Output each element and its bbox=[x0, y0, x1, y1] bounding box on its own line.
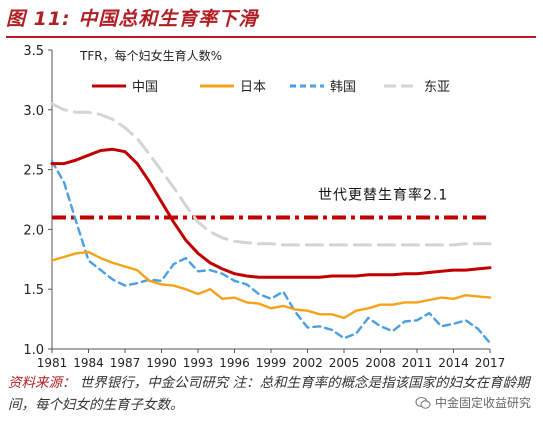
chart-axes: 1.0 1.5 2.0 2.5 3.0 3.5 1981 1984 1987 1990 1993 19… bbox=[23, 44, 505, 368]
series-line-1 bbox=[50, 147, 492, 279]
y-tick-label: 1.5 bbox=[23, 283, 44, 298]
y-tick-label: 2.5 bbox=[23, 164, 44, 179]
wechat-icon bbox=[415, 396, 431, 409]
x-tick-label: 2008 bbox=[365, 356, 396, 368]
y-tick-label: 2.0 bbox=[23, 223, 44, 238]
tfr-line-chart: 1.0 1.5 2.0 2.5 3.0 3.5 1981 1984 1987 1990 1993 19… bbox=[23, 44, 505, 368]
title-divider bbox=[6, 36, 536, 38]
source-note: 资料来源： 世界银行，中金公司研究 注：总和生育率的概念是指该国家的妇女在育龄期… bbox=[8, 372, 536, 416]
series-lines bbox=[50, 102, 492, 345]
replacement-rate-label: 世代更替生育率2.1 bbox=[318, 186, 448, 203]
legend-label-1: 中国 bbox=[132, 80, 158, 95]
series-line-3 bbox=[50, 160, 492, 345]
replacement-rate-reference: 世代更替生育率2.1 bbox=[52, 186, 490, 220]
x-tick-label: 2005 bbox=[329, 356, 360, 368]
x-tick-label: 1990 bbox=[146, 356, 177, 368]
x-tick-label: 2017 bbox=[475, 356, 506, 368]
series-line-2 bbox=[50, 250, 492, 320]
x-tick-label: 1999 bbox=[256, 356, 287, 368]
x-tick-label: 1984 bbox=[73, 356, 104, 368]
watermark-text: 中金固定收益研究 bbox=[434, 396, 531, 410]
source-label: 资料来源： bbox=[8, 375, 76, 391]
x-tick-label: 2011 bbox=[402, 356, 433, 368]
x-tick-label: 1981 bbox=[37, 356, 68, 368]
source-text: 世界银行，中金公司研究 注：总和生育率的概念是指该国家的妇女在育龄期间，每个妇女… bbox=[8, 375, 530, 413]
x-tick-label: 2002 bbox=[292, 356, 323, 368]
x-tick-label: 1996 bbox=[219, 356, 250, 368]
legend-label-4: 东亚 bbox=[424, 80, 450, 95]
x-tick-label: 2014 bbox=[438, 356, 469, 368]
y-tick-label: 3.0 bbox=[23, 104, 44, 119]
series-line-4 bbox=[50, 102, 492, 247]
figure-title: 图 11: 中国总和生育率下滑 bbox=[6, 8, 259, 30]
y-tick-label: 3.5 bbox=[23, 44, 44, 59]
legend: 中国 日本 韩国 东亚 bbox=[92, 80, 450, 95]
watermark: 中金固定收益研究 bbox=[415, 394, 531, 411]
x-tick-label: 1993 bbox=[183, 356, 214, 368]
x-tick-label: 1987 bbox=[110, 356, 141, 368]
legend-label-2: 日本 bbox=[240, 80, 266, 95]
legend-label-3: 韩国 bbox=[330, 80, 356, 95]
y-axis-label: TFR，每个妇女生育人数% bbox=[79, 48, 222, 63]
y-tick-label: 1.0 bbox=[23, 343, 44, 358]
